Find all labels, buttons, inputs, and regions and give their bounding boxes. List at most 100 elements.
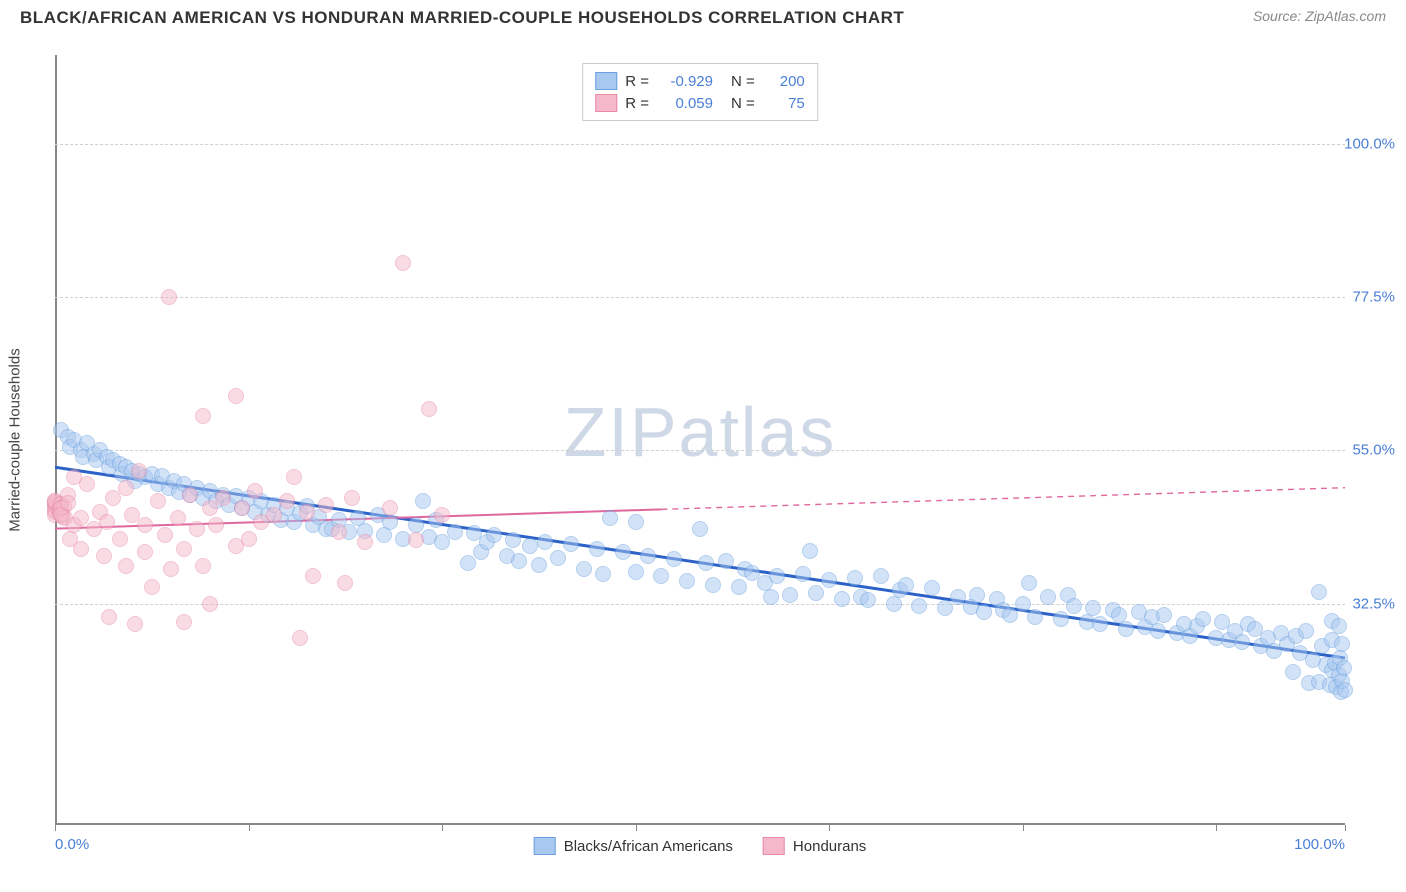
- scatter-point: [1027, 609, 1043, 625]
- scatter-point: [331, 524, 347, 540]
- scatter-point: [1085, 600, 1101, 616]
- scatter-point: [731, 579, 747, 595]
- x-tick-mark: [55, 825, 56, 831]
- scatter-point: [228, 388, 244, 404]
- scatter-point: [73, 541, 89, 557]
- scatter-point: [96, 548, 112, 564]
- trendlines-layer: [55, 55, 1345, 825]
- scatter-point: [628, 564, 644, 580]
- legend-series-item: Hondurans: [763, 837, 866, 855]
- scatter-point: [898, 577, 914, 593]
- scatter-point: [653, 568, 669, 584]
- scatter-point: [176, 541, 192, 557]
- scatter-point: [640, 548, 656, 564]
- scatter-point: [924, 580, 940, 596]
- scatter-point: [595, 566, 611, 582]
- scatter-point: [666, 551, 682, 567]
- gridline: [55, 297, 1345, 298]
- x-tick-mark: [636, 825, 637, 831]
- scatter-point: [112, 531, 128, 547]
- scatter-point: [698, 555, 714, 571]
- legend-series-label: Hondurans: [793, 838, 866, 855]
- scatter-point: [808, 585, 824, 601]
- scatter-point: [911, 598, 927, 614]
- scatter-point: [705, 577, 721, 593]
- scatter-point: [434, 507, 450, 523]
- legend-stats-row: R =-0.929N =200: [595, 70, 805, 92]
- trendline-dashed: [661, 488, 1345, 510]
- scatter-point: [1331, 618, 1347, 634]
- legend-n-label: N =: [731, 95, 755, 112]
- scatter-point: [1334, 636, 1350, 652]
- x-tick-mark: [442, 825, 443, 831]
- scatter-point: [563, 536, 579, 552]
- scatter-point: [718, 553, 734, 569]
- scatter-point: [1118, 621, 1134, 637]
- scatter-point: [195, 558, 211, 574]
- scatter-point: [969, 587, 985, 603]
- legend-stats: R =-0.929N =200 R = 0.059 N = 75: [582, 63, 818, 121]
- legend-series-label: Blacks/African Americans: [564, 838, 733, 855]
- gridline: [55, 604, 1345, 605]
- scatter-point: [182, 487, 198, 503]
- legend-series-item: Blacks/African Americans: [534, 837, 733, 855]
- legend-n-value: 75: [767, 95, 805, 112]
- scatter-point: [195, 408, 211, 424]
- legend-r-label: R =: [625, 95, 649, 112]
- scatter-point: [679, 573, 695, 589]
- scatter-point: [537, 534, 553, 550]
- scatter-point: [266, 507, 282, 523]
- scatter-point: [161, 289, 177, 305]
- scatter-point: [1092, 616, 1108, 632]
- scatter-point: [937, 600, 953, 616]
- scatter-point: [376, 527, 392, 543]
- scatter-point: [782, 587, 798, 603]
- scatter-point: [382, 500, 398, 516]
- scatter-point: [763, 589, 779, 605]
- legend-r-value: 0.059: [657, 95, 713, 112]
- scatter-point: [1021, 575, 1037, 591]
- scatter-point: [344, 490, 360, 506]
- scatter-point: [202, 596, 218, 612]
- scatter-point: [299, 504, 315, 520]
- scatter-point: [408, 532, 424, 548]
- scatter-point: [189, 521, 205, 537]
- scatter-point: [137, 544, 153, 560]
- scatter-point: [1337, 682, 1353, 698]
- scatter-point: [602, 510, 618, 526]
- gridline: [55, 450, 1345, 451]
- scatter-point: [170, 510, 186, 526]
- scatter-point: [415, 493, 431, 509]
- scatter-point: [860, 592, 876, 608]
- scatter-point: [1150, 623, 1166, 639]
- scatter-point: [976, 604, 992, 620]
- watermark-light: atlas: [679, 393, 837, 471]
- scatter-point: [131, 463, 147, 479]
- scatter-point: [1066, 598, 1082, 614]
- scatter-point: [886, 596, 902, 612]
- y-tick-label: 77.5%: [1335, 288, 1395, 305]
- scatter-point: [486, 527, 502, 543]
- scatter-point: [447, 524, 463, 540]
- scatter-point: [628, 514, 644, 530]
- scatter-point: [834, 591, 850, 607]
- scatter-point: [118, 480, 134, 496]
- scatter-point: [241, 531, 257, 547]
- scatter-point: [1015, 596, 1031, 612]
- scatter-point: [286, 469, 302, 485]
- scatter-point: [1336, 660, 1352, 676]
- scatter-point: [692, 521, 708, 537]
- scatter-point: [1311, 584, 1327, 600]
- x-tick-mark: [829, 825, 830, 831]
- x-tick-mark: [1345, 825, 1346, 831]
- scatter-point: [408, 517, 424, 533]
- scatter-point: [802, 543, 818, 559]
- scatter-point: [118, 558, 134, 574]
- scatter-point: [318, 497, 334, 513]
- chart-title: BLACK/AFRICAN AMERICAN VS HONDURAN MARRI…: [20, 8, 904, 28]
- scatter-point: [60, 495, 76, 511]
- x-tick-label: 0.0%: [55, 836, 89, 853]
- scatter-point: [795, 566, 811, 582]
- watermark: ZIPatlas: [564, 392, 837, 472]
- legend-n-label: N =: [731, 73, 755, 90]
